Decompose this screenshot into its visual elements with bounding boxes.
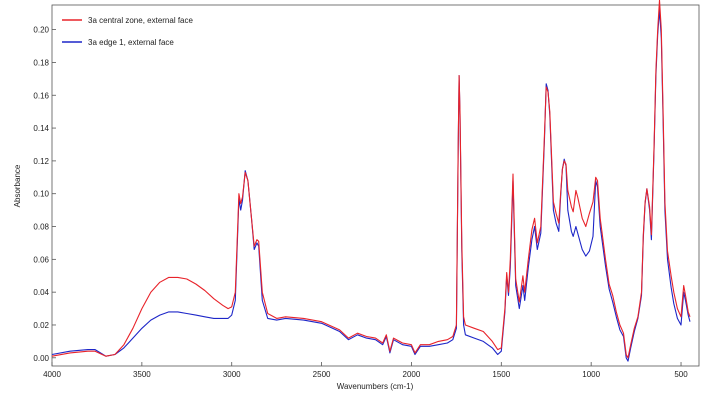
y-tick-label: 0.08 (33, 223, 49, 232)
x-tick-label: 2500 (313, 370, 331, 379)
y-axis-ticks: 0.00 0.02 0.04 0.06 0.08 0.10 0.12 0.14 0.16 0.18… (33, 26, 56, 363)
y-tick-label: 0.02 (33, 321, 49, 330)
y-tick-label: 0.12 (33, 157, 49, 166)
x-axis-ticks: 4000 3500 3000 2500 2000 1500 1000 500 (43, 362, 688, 379)
series-line-2 (51, 9, 691, 362)
legend-label-series-2: 3a edge 1, external face (88, 38, 174, 47)
y-tick-label: 0.16 (33, 91, 49, 100)
x-tick-label: 2000 (403, 370, 421, 379)
x-tick-label: 500 (674, 370, 688, 379)
x-tick-label: 1500 (492, 370, 510, 379)
y-tick-label: 0.14 (33, 124, 49, 133)
y-tick-label: 0.10 (33, 190, 49, 199)
series-layer (51, 0, 691, 362)
y-tick-label: 0.04 (33, 288, 49, 297)
x-tick-label: 4000 (43, 370, 61, 379)
y-axis-title: Absorbance (13, 164, 22, 207)
plot-area (51, 4, 700, 367)
legend-label-series-1: 3a central zone, external face (88, 16, 194, 25)
legend: 3a central zone, external face 3a edge 1… (62, 16, 194, 47)
y-tick-label: 0.20 (33, 26, 49, 35)
series-line-1 (51, 0, 691, 359)
x-tick-label: 3000 (223, 370, 241, 379)
x-axis-title: Wavenumbers (cm-1) (337, 382, 414, 391)
y-tick-label: 0.00 (33, 354, 49, 363)
x-tick-label: 3500 (133, 370, 151, 379)
y-tick-label: 0.18 (33, 58, 49, 67)
y-tick-label: 0.06 (33, 255, 49, 264)
x-tick-label: 1000 (582, 370, 600, 379)
